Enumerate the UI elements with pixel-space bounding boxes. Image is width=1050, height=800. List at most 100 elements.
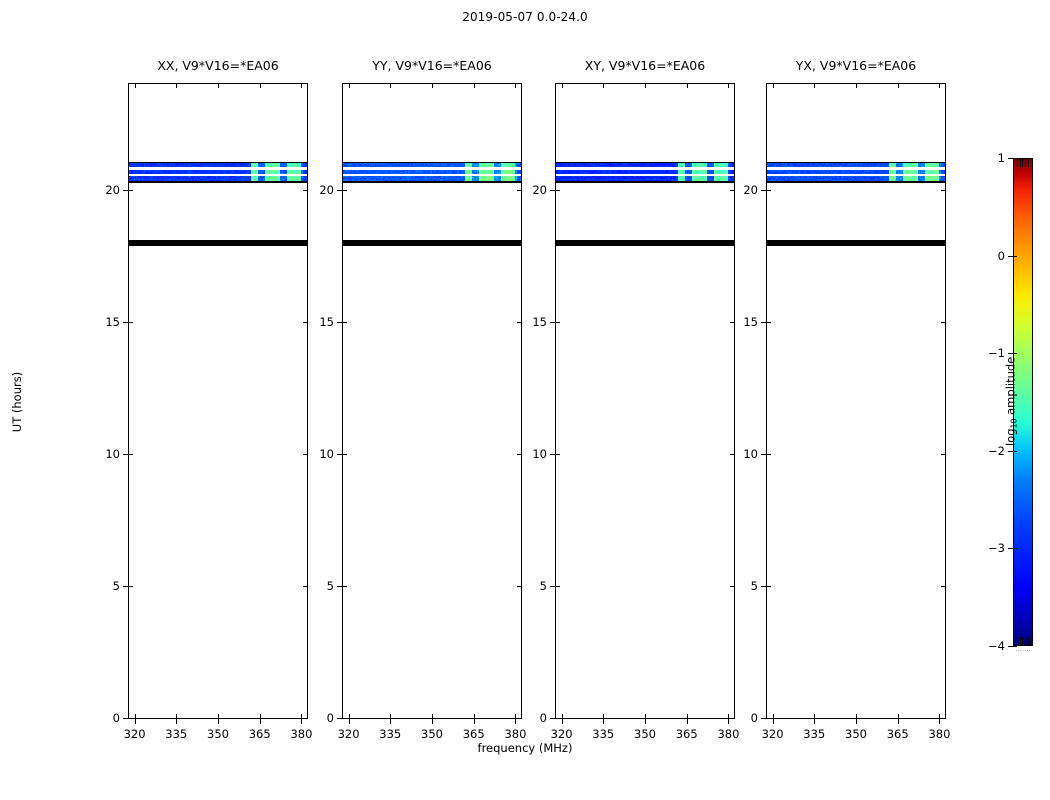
x-tick-top-yy-4: [515, 84, 517, 88]
y-tick-right-xy-1: [730, 585, 734, 587]
y-ticklabel-xx-1: 5: [112, 578, 120, 593]
x-ticklabel-xx-1: 335: [165, 727, 188, 741]
y-tick-yy-3: [343, 321, 347, 323]
x-tick-top-yx-0: [772, 84, 774, 88]
x-tick-yy-1: [390, 714, 392, 718]
x-ticklabel-xy-2: 350: [634, 727, 656, 741]
flagged-band-yy: [343, 239, 521, 247]
x-tick-yy-4: [515, 714, 517, 718]
band-edge-line-yy-1: [343, 181, 521, 183]
x-tick-top-yy-2: [432, 84, 433, 88]
colorbar-gradient: [1013, 158, 1033, 646]
x-ticklabel-xx-0: 320: [123, 727, 146, 741]
colorbar[interactable]: [1013, 158, 1033, 646]
y-tickmark-xy-0: [550, 718, 555, 719]
colorbar-ticklabel-2: −2: [988, 443, 1005, 458]
y-tickmark-yx-1: [761, 585, 766, 587]
band-edge-line-yx-0: [767, 162, 945, 164]
x-ticklabel-yx-4: 380: [928, 727, 951, 741]
x-tick-top-yx-4: [939, 84, 941, 88]
y-tick-yy-0: [343, 718, 347, 719]
x-tickmark-xx-1: [176, 719, 178, 724]
y-ticklabel-yx-2: 10: [743, 446, 758, 461]
x-ticklabel-xx-4: 380: [290, 727, 313, 741]
panel-yx[interactable]: [766, 83, 946, 719]
y-tick-right-yy-3: [517, 321, 521, 323]
colorbar-tickmark-1: [1008, 548, 1013, 550]
x-tick-yx-1: [814, 714, 816, 718]
y-ticklabel-yy-3: 15: [319, 314, 334, 329]
y-tickmark-xy-1: [550, 585, 555, 587]
y-tickmark-yx-3: [761, 321, 766, 323]
panel-yy[interactable]: [342, 83, 522, 719]
y-tickmark-yy-1: [337, 585, 342, 587]
colorbar-tickmark-inner-5: [1013, 158, 1017, 159]
y-tick-yx-3: [767, 321, 771, 323]
y-tickmark-yx-0: [761, 718, 766, 719]
y-tick-right-yy-4: [517, 189, 521, 191]
x-ticklabel-xy-0: 320: [550, 727, 573, 741]
data-band-xy-1: [556, 169, 734, 174]
colorbar-ticklabel-3: −1: [988, 346, 1005, 361]
x-tick-xy-0: [561, 714, 563, 718]
x-tick-xy-2: [645, 714, 646, 718]
y-ticklabel-xx-0: 0: [112, 711, 120, 725]
y-tick-yy-2: [343, 453, 347, 455]
x-tickmark-xy-3: [686, 719, 688, 724]
x-ticklabel-yx-0: 320: [761, 727, 784, 741]
colorbar-ticklabel-5: 1: [997, 151, 1005, 165]
x-ticklabel-yx-2: 350: [845, 727, 867, 741]
x-tickmark-xx-0: [134, 719, 136, 724]
x-tick-xy-4: [728, 714, 730, 718]
x-tickmark-yy-1: [390, 719, 392, 724]
colorbar-ticklabel-0: −4: [988, 639, 1005, 653]
x-tick-top-yy-0: [348, 84, 350, 88]
y-tick-xy-3: [556, 321, 560, 323]
colorbar-tickmark-2: [1008, 450, 1013, 452]
y-tick-right-xx-1: [303, 585, 307, 587]
y-tick-xy-0: [556, 718, 560, 719]
x-tick-top-xx-4: [301, 84, 303, 88]
y-ticklabel-xy-2: 10: [532, 446, 547, 461]
data-band-xy-2: [556, 163, 734, 168]
x-tickmark-yx-1: [814, 719, 816, 724]
colorbar-underflow-dots: [1015, 650, 1031, 652]
y-tick-right-yx-3: [941, 321, 945, 323]
y-tick-yy-4: [343, 189, 347, 191]
y-tick-xy-1: [556, 585, 560, 587]
colorbar-tickmark-0: [1008, 646, 1013, 647]
x-tick-top-xx-2: [218, 84, 219, 88]
y-tick-xx-4: [129, 189, 133, 191]
y-tickmark-yx-4: [761, 189, 766, 191]
x-tick-top-xx-0: [134, 84, 136, 88]
flagged-band-xy: [556, 239, 734, 247]
panel-title-yx: YX, V9*V16=*EA06: [795, 58, 917, 73]
y-tick-right-xx-4: [303, 189, 307, 191]
panel-xy[interactable]: [555, 83, 735, 719]
x-tick-top-xy-0: [561, 84, 563, 88]
x-tick-top-xy-4: [728, 84, 730, 88]
y-tickmark-yy-0: [337, 718, 342, 719]
x-tick-xy-1: [603, 714, 605, 718]
x-tick-top-xx-1: [176, 84, 178, 88]
panel-xx[interactable]: [128, 83, 308, 719]
y-tick-xy-2: [556, 453, 560, 455]
data-band-xx-1: [129, 169, 307, 174]
x-tickmark-xx-3: [259, 719, 261, 724]
x-tick-yx-3: [897, 714, 899, 718]
data-band-yx-2: [767, 163, 945, 168]
x-ticklabel-yy-2: 350: [421, 727, 443, 741]
y-ticklabel-yx-1: 5: [750, 578, 758, 593]
y-tick-yx-1: [767, 585, 771, 587]
y-ticklabel-yx-3: 15: [743, 314, 758, 329]
y-tick-right-xy-2: [730, 453, 734, 455]
y-tick-yx-4: [767, 189, 771, 191]
colorbar-label: log10 amplitude: [1003, 356, 1019, 446]
data-band-xx-2: [129, 163, 307, 168]
y-ticklabel-yy-1: 5: [326, 578, 334, 593]
colorbar-tickmark-inner-4: [1013, 255, 1017, 257]
data-band-yy-2: [343, 163, 521, 168]
y-tick-right-xx-3: [303, 321, 307, 323]
colorbar-tickmark-inner-1: [1013, 548, 1017, 550]
